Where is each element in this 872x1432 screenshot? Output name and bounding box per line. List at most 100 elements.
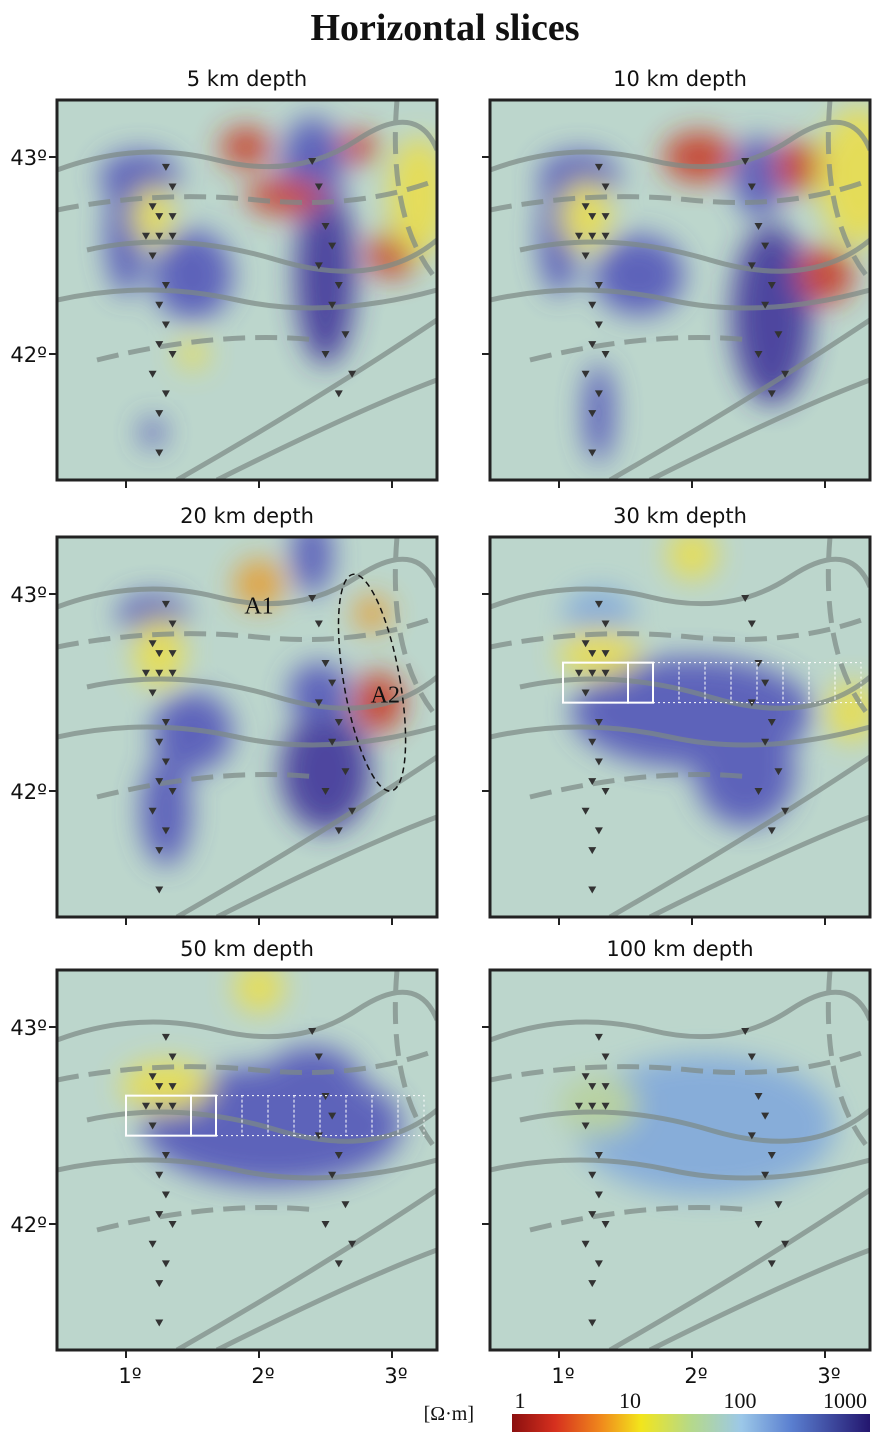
station <box>321 222 330 230</box>
map-panel <box>490 537 870 917</box>
x-tick-label: 3º <box>384 1364 407 1388</box>
station <box>747 183 756 191</box>
station <box>601 1053 610 1061</box>
station <box>155 1083 164 1091</box>
y-tick-label: 42º <box>10 780 47 804</box>
fault <box>490 119 870 173</box>
station <box>761 679 770 687</box>
fault <box>96 1205 318 1233</box>
station <box>594 390 603 398</box>
station <box>588 410 597 418</box>
resistivity-anomaly <box>663 132 734 182</box>
station <box>594 1191 603 1199</box>
station <box>588 232 597 240</box>
station <box>747 620 756 628</box>
station <box>314 620 323 628</box>
station <box>754 659 763 667</box>
station <box>321 1092 330 1100</box>
station <box>588 213 597 221</box>
fault-lines <box>57 100 437 480</box>
station <box>334 719 343 727</box>
resistivity-anomaly <box>353 672 404 733</box>
station <box>774 768 783 776</box>
station <box>334 827 343 835</box>
resistivity-anomaly <box>280 711 371 832</box>
station <box>594 827 603 835</box>
fault <box>608 1187 870 1350</box>
station <box>314 1053 323 1061</box>
fault <box>519 1108 870 1144</box>
fault <box>57 614 437 650</box>
resistivity-anomaly <box>120 1061 211 1112</box>
station <box>314 183 323 191</box>
station <box>155 1280 164 1288</box>
station <box>328 679 337 687</box>
fault <box>529 1205 751 1233</box>
station <box>588 778 597 786</box>
resistivity-anomaly <box>245 178 326 215</box>
station <box>155 1211 164 1219</box>
station <box>781 370 790 378</box>
station <box>601 650 610 658</box>
station <box>341 331 350 339</box>
station <box>601 183 610 191</box>
station <box>168 1221 177 1228</box>
station <box>581 1240 590 1248</box>
fault <box>490 1047 870 1083</box>
station <box>161 600 170 608</box>
station <box>348 1240 357 1248</box>
station <box>155 301 164 309</box>
station <box>321 1221 330 1228</box>
station <box>321 351 330 358</box>
fault <box>57 556 437 610</box>
station <box>594 600 603 608</box>
station <box>334 1152 343 1160</box>
station <box>601 620 610 628</box>
fault <box>608 317 870 480</box>
y-tick-label: 42º <box>10 343 47 367</box>
station <box>574 1102 583 1110</box>
station <box>594 1033 603 1041</box>
station <box>581 689 590 697</box>
station <box>168 669 177 677</box>
fault <box>490 989 870 1043</box>
resistivity-anomaly <box>295 185 356 366</box>
station <box>155 232 164 240</box>
resistivity-anomaly <box>593 235 684 316</box>
station <box>328 738 337 746</box>
station <box>148 252 157 260</box>
station <box>594 321 603 329</box>
station <box>754 1092 763 1100</box>
panel-frame <box>488 968 872 1352</box>
fault <box>648 377 870 480</box>
station <box>168 213 177 221</box>
station <box>334 390 343 398</box>
annotation: A1 <box>244 594 273 620</box>
fault <box>490 177 870 213</box>
station <box>594 758 603 766</box>
station <box>601 232 610 240</box>
station <box>155 410 164 418</box>
fault <box>57 1157 437 1181</box>
station <box>141 1102 150 1110</box>
station <box>581 252 590 260</box>
station <box>334 282 343 290</box>
station <box>141 232 150 240</box>
station <box>601 351 610 358</box>
resistivity-anomaly <box>234 970 284 1013</box>
fault <box>608 754 870 917</box>
station <box>161 827 170 835</box>
station <box>601 213 610 221</box>
resistivity-anomaly <box>583 363 614 464</box>
station <box>155 1319 164 1327</box>
map-panel <box>490 100 870 480</box>
station <box>741 1027 750 1035</box>
station <box>588 449 597 457</box>
y-tick-label: 43º <box>10 146 47 170</box>
fault <box>519 238 870 274</box>
station <box>581 640 590 648</box>
station <box>574 669 583 677</box>
station <box>747 1053 756 1061</box>
fault <box>86 238 437 274</box>
figure-title: Horizontal slices <box>310 7 579 49</box>
